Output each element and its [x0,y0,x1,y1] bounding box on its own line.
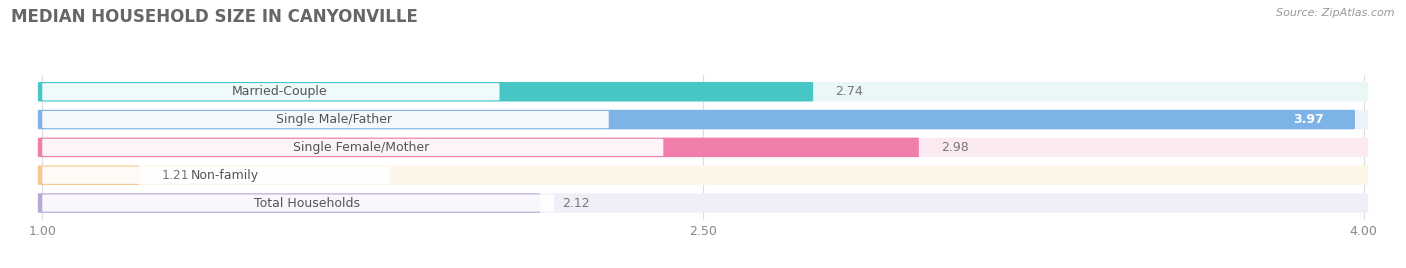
FancyBboxPatch shape [38,166,139,185]
Text: Single Male/Father: Single Male/Father [277,113,392,126]
FancyBboxPatch shape [38,82,813,102]
FancyBboxPatch shape [38,138,920,157]
Text: MEDIAN HOUSEHOLD SIZE IN CANYONVILLE: MEDIAN HOUSEHOLD SIZE IN CANYONVILLE [11,8,418,26]
Text: Non-family: Non-family [191,169,259,182]
Text: 1.21: 1.21 [162,169,188,182]
Text: 2.98: 2.98 [941,141,969,154]
Text: Married-Couple: Married-Couple [232,85,328,98]
FancyBboxPatch shape [38,193,1368,213]
FancyBboxPatch shape [42,83,499,100]
FancyBboxPatch shape [42,195,554,212]
FancyBboxPatch shape [38,82,1368,102]
FancyBboxPatch shape [42,167,391,184]
FancyBboxPatch shape [38,193,540,213]
Text: Total Households: Total Households [254,196,360,210]
Text: 2.12: 2.12 [562,196,589,210]
FancyBboxPatch shape [38,110,1355,129]
FancyBboxPatch shape [38,138,1368,157]
Text: 3.97: 3.97 [1294,113,1324,126]
Text: Source: ZipAtlas.com: Source: ZipAtlas.com [1277,8,1395,18]
FancyBboxPatch shape [38,166,1368,185]
FancyBboxPatch shape [42,139,664,156]
FancyBboxPatch shape [42,111,609,128]
Text: 2.74: 2.74 [835,85,863,98]
Text: Single Female/Mother: Single Female/Mother [294,141,430,154]
FancyBboxPatch shape [38,110,1368,129]
